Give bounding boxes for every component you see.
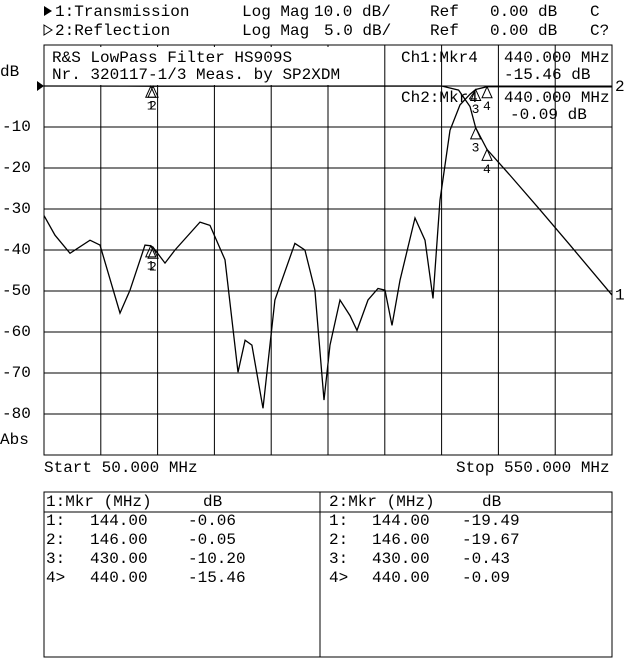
ch1-format: Log Mag [242, 3, 309, 21]
readout-ch1-freq: 440.000 MHz [504, 49, 610, 67]
table-cell: -10.20 [188, 550, 246, 568]
marker-tables: 1:Mkr (MHz) dB 1: 144.00 -0.06 2: 146.00 -0.05 3… [46, 493, 520, 587]
marker-label: 2 [149, 99, 157, 114]
table-cell: -0.43 [462, 550, 510, 568]
table-cell: 3: [46, 550, 65, 568]
table-cell: -19.49 [462, 512, 520, 530]
ref-arrow [37, 81, 44, 91]
readout-ch2-freq: 440.000 MHz [504, 89, 610, 107]
table-title: 1:Mkr (MHz) [46, 493, 152, 511]
table-unit: dB [203, 493, 222, 511]
y-tick-label: -10 [2, 118, 31, 136]
active-channel-arrow [44, 6, 52, 16]
y-tick-label: -80 [2, 405, 31, 423]
table-cell: 4> [329, 569, 348, 587]
table-cell: 4> [46, 569, 65, 587]
table-cell: 440.00 [372, 569, 430, 587]
table-cell: 430.00 [372, 550, 430, 568]
marker-label: 3 [472, 140, 480, 155]
table-cell: 144.00 [372, 512, 430, 530]
channel-arrow [43, 24, 53, 36]
marker-label: 4 [483, 162, 491, 177]
table-cell: 3: [329, 550, 348, 568]
title: R&S LowPass Filter HS909S [52, 49, 292, 67]
y-tick-label: -20 [2, 159, 31, 177]
table-cell: -19.67 [462, 531, 520, 549]
ch2-ref: 0.00 dB [490, 22, 557, 40]
marker-label: 1 [147, 258, 155, 273]
y-unit: dB [0, 63, 19, 81]
readout-ch1: Ch1:Mkr4 [401, 49, 478, 67]
table-cell: -15.46 [188, 569, 246, 587]
trace-label: 2 [615, 78, 625, 96]
marker [469, 126, 482, 140]
table-cell: 440.00 [90, 569, 148, 587]
ch1-ref-label: Ref [430, 3, 459, 21]
stop-label: Stop 550.000 MHz [456, 459, 610, 477]
ch1-label: 1:Transmission [55, 3, 189, 21]
readout-ch1-value: -15.46 dB [504, 66, 590, 84]
marker-label: 4 [483, 99, 491, 114]
marker [469, 88, 482, 102]
readout-ch2-value: -0.09 dB [510, 106, 587, 124]
y-tick-label: -70 [2, 364, 31, 382]
table-cell: 1: [329, 512, 348, 530]
ch1-scale: 10.0 dB/ [314, 3, 391, 21]
y-tick-label: -40 [2, 241, 31, 259]
table-cell: 2: [46, 531, 65, 549]
marker [481, 85, 493, 99]
marker-label: 1 [147, 99, 155, 114]
marker-table-frame [43, 491, 613, 658]
marker [145, 244, 157, 258]
table-cell: -0.09 [462, 569, 510, 587]
title-box [48, 47, 384, 85]
ch1-flag: C [590, 3, 600, 21]
table-cell: -0.06 [188, 512, 236, 530]
y-tick-label: -30 [2, 200, 31, 218]
ch2-scale: 5.0 dB/ [324, 22, 391, 40]
ch1-ref: 0.00 dB [490, 3, 557, 21]
trace-label: 1 [615, 286, 625, 304]
readout-ch2: Ch2:Mkr4 [401, 89, 478, 107]
start-label: Start 50.000 MHz [44, 459, 198, 477]
ch2-ref-label: Ref [430, 22, 459, 40]
table-cell: 146.00 [90, 531, 148, 549]
subtitle: Nr. 320117-1/3 Meas. by SP2XDM [52, 66, 340, 84]
y-tick-label: -50 [2, 282, 31, 300]
ch2-flag: C? [590, 22, 609, 40]
table-unit: dB [482, 493, 501, 511]
table-cell: 146.00 [372, 531, 430, 549]
table-cell: 2: [329, 531, 348, 549]
marker-label: 2 [149, 260, 157, 275]
y-format: Abs [0, 431, 29, 449]
y-tick-label: -60 [2, 323, 31, 341]
ch2-format: Log Mag [242, 22, 309, 40]
marker-label: 3 [472, 102, 480, 117]
marker [481, 148, 493, 161]
marker [147, 246, 159, 259]
trace [43, 86, 612, 409]
table-title: 2:Mkr (MHz) [329, 493, 435, 511]
table-cell: 144.00 [90, 512, 148, 530]
table-cell: 1: [46, 512, 65, 530]
table-cell: 430.00 [90, 550, 148, 568]
table-cell: -0.05 [188, 531, 236, 549]
marker [147, 84, 159, 98]
ch2-label: 2:Reflection [55, 22, 170, 40]
